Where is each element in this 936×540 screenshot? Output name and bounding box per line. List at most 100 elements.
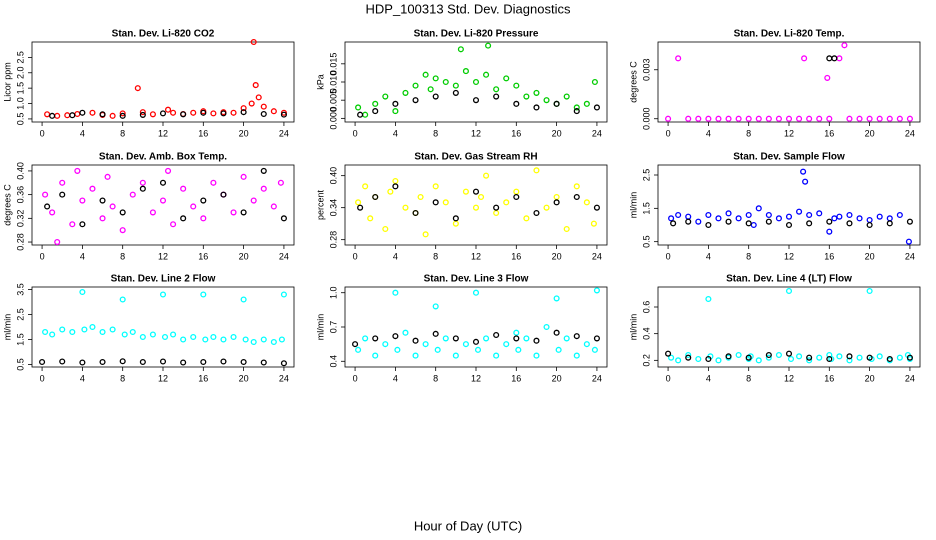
data-point [129, 328, 136, 336]
data-point [775, 351, 782, 359]
x-tick-label: 8 [746, 128, 751, 138]
y-tick-label: 0.005 [328, 89, 338, 112]
data-point [553, 193, 560, 201]
data-point [79, 221, 86, 228]
data-point [493, 204, 500, 211]
data-point [573, 352, 580, 359]
panel-title: Stan. Dev. Gas Stream RH [414, 152, 537, 163]
data-point [79, 359, 86, 366]
x-tick-label: 16 [824, 128, 834, 138]
data-point [515, 346, 522, 353]
data-point [876, 353, 883, 360]
data-point [260, 167, 267, 174]
data-point [513, 188, 520, 195]
data-point [896, 211, 903, 219]
data-point [665, 115, 672, 122]
data-point [806, 357, 813, 364]
data-point [866, 287, 873, 295]
data-point [553, 329, 560, 336]
x-tick-label: 0 [666, 373, 671, 383]
x-tick-label: 4 [80, 251, 85, 261]
data-point [59, 179, 66, 186]
data-point [99, 358, 106, 366]
y-axis-label: degrees C [2, 184, 12, 226]
data-point [69, 112, 76, 119]
data-point [240, 358, 247, 366]
x-tick-label: 24 [905, 251, 915, 261]
data-point [796, 115, 803, 122]
x-tick-label: 12 [471, 373, 481, 383]
data-point [170, 109, 177, 116]
data-point [442, 335, 449, 342]
data-point [280, 215, 287, 222]
plot-frame [657, 286, 921, 368]
data-point [355, 199, 362, 206]
data-point [705, 221, 712, 229]
x-tick-label: 0 [353, 128, 358, 138]
data-point [563, 225, 570, 233]
data-point [896, 354, 903, 361]
data-point [220, 336, 227, 343]
data-point [280, 111, 287, 118]
data-point [180, 336, 187, 343]
data-point [39, 358, 46, 366]
data-point [54, 112, 61, 119]
data-point [121, 331, 128, 338]
x-tick-label: 4 [80, 128, 85, 138]
x-tick-label: 0 [353, 251, 358, 261]
data-point [382, 225, 389, 233]
data-point [816, 210, 823, 217]
data-point [785, 350, 793, 357]
y-tick-label: 0.5 [15, 358, 25, 371]
x-tick-label: 16 [511, 251, 521, 261]
plot-frame [31, 286, 295, 368]
data-point [800, 168, 807, 175]
data-point [104, 173, 111, 180]
data-point [806, 354, 813, 361]
x-tick-label: 24 [592, 251, 602, 261]
data-point [745, 211, 752, 219]
data-point [573, 183, 580, 190]
data-point [49, 112, 56, 119]
data-point [826, 228, 833, 235]
data-point [277, 179, 284, 186]
data-point [876, 213, 883, 220]
data-point [896, 115, 903, 122]
panel-title: Stan. Dev. Amb. Box Temp. [99, 152, 227, 163]
x-tick-label: 4 [393, 373, 398, 383]
data-point [785, 221, 793, 229]
panel-title: Stan. Dev. Line 3 Flow [424, 274, 529, 285]
data-point [49, 209, 56, 216]
data-point [248, 100, 255, 107]
data-point [705, 355, 712, 363]
y-tick-label: 3.5 [15, 283, 25, 296]
data-point [202, 336, 209, 343]
data-point [372, 352, 379, 359]
data-point [42, 328, 49, 336]
x-tick-label: 0 [40, 373, 45, 383]
data-point [372, 100, 379, 107]
data-point [89, 323, 96, 331]
data-point [109, 203, 116, 210]
data-point [402, 89, 409, 96]
data-point [583, 100, 590, 107]
data-point [432, 199, 439, 206]
data-point [503, 199, 510, 206]
data-point [472, 188, 480, 195]
data-point [392, 333, 399, 340]
y-tick-label: 0.7 [328, 321, 338, 334]
data-point [220, 358, 227, 365]
data-point [725, 115, 732, 122]
data-point [452, 352, 459, 359]
data-point [210, 179, 217, 186]
data-point [866, 221, 873, 229]
data-point [846, 211, 853, 219]
data-point [533, 89, 540, 96]
data-point [372, 335, 379, 342]
data-point [362, 111, 369, 118]
data-point [260, 336, 267, 343]
data-point [64, 112, 71, 119]
data-point [472, 204, 480, 211]
data-point [252, 82, 259, 89]
data-point [170, 331, 177, 338]
